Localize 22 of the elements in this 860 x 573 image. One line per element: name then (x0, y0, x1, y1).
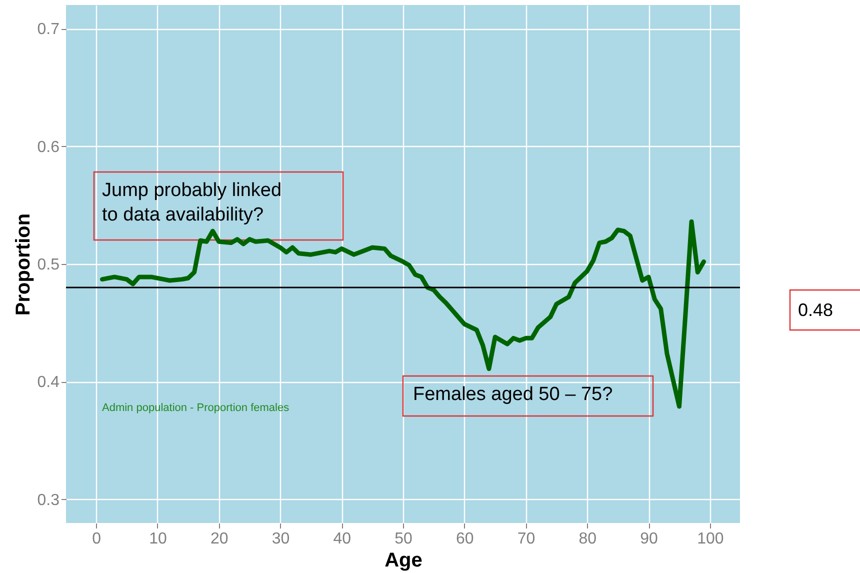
ref-line-label: 0.48 (798, 300, 834, 320)
x-tick-label: 90 (640, 530, 658, 548)
x-tick-label: 20 (210, 530, 228, 548)
x-tick-label: 60 (456, 530, 474, 548)
y-tick-label: 0.6 (37, 138, 60, 156)
x-axis-title: Age (384, 550, 422, 572)
annotation: Females aged 50 – 75? (413, 384, 613, 405)
annotation: Admin population - Proportion females (102, 402, 290, 414)
x-tick-label: 10 (149, 530, 167, 548)
y-axis-title: Proportion (12, 213, 34, 316)
x-tick-label: 80 (578, 530, 597, 548)
x-tick-label: 30 (272, 530, 290, 548)
y-tick-label: 0.5 (37, 256, 60, 274)
y-tick-label: 0.7 (37, 21, 60, 38)
x-tick-label: 50 (394, 530, 412, 548)
x-tick-label: 40 (333, 530, 352, 548)
y-tick-label: 0.4 (37, 374, 60, 392)
x-tick-label: 70 (517, 530, 536, 548)
annotation: Jump probably linked to data availability? (102, 180, 282, 226)
x-tick-label: 0 (92, 530, 102, 548)
x-tick-label: 100 (697, 530, 724, 548)
y-tick-label: 0.3 (37, 492, 60, 509)
